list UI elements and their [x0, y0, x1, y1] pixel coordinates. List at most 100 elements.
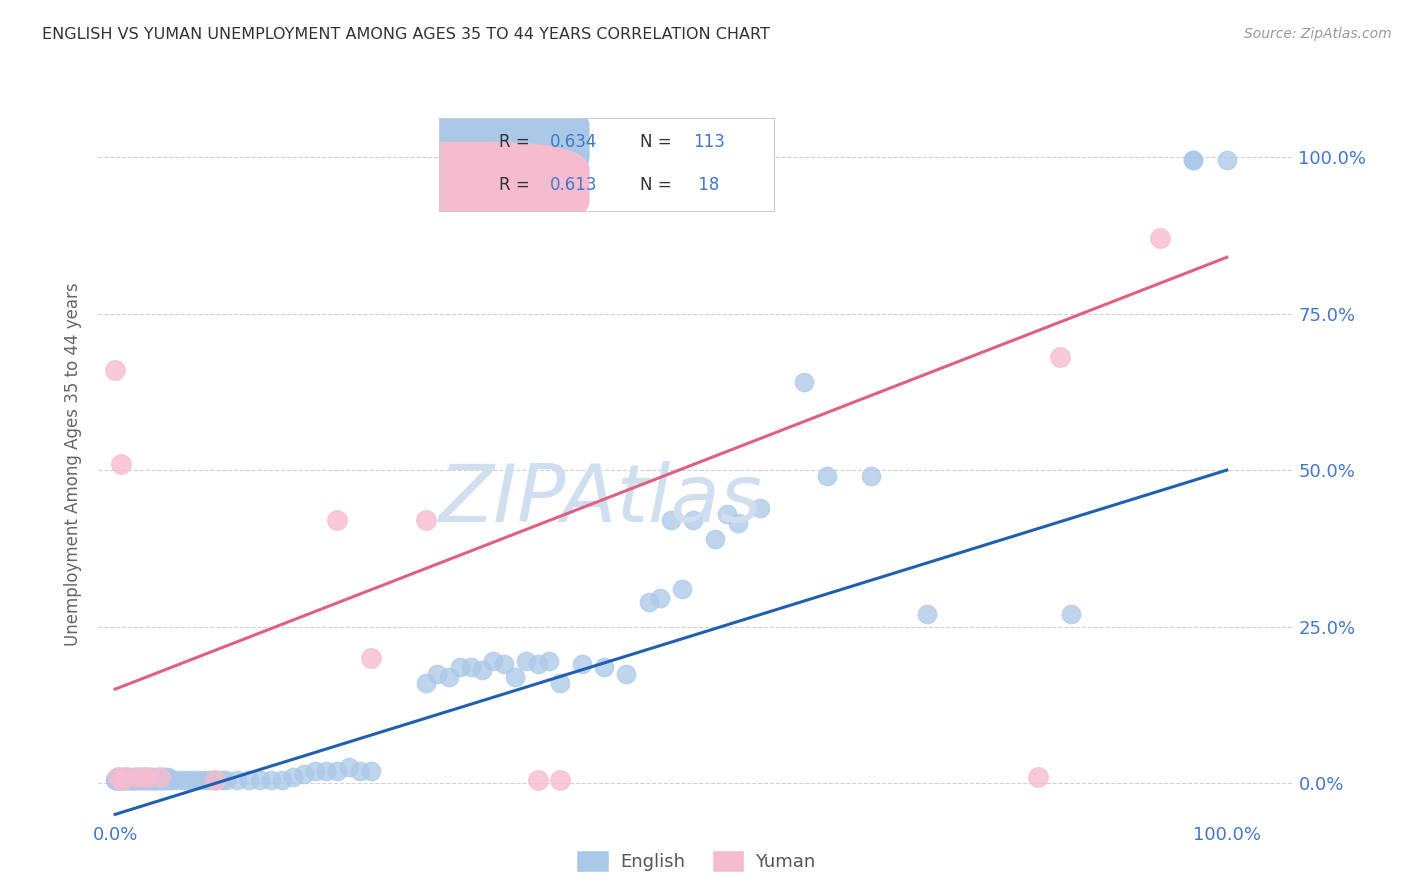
Point: [249, 772, 271, 787]
Point: [138, 772, 160, 787]
Point: [238, 772, 260, 787]
Point: [494, 657, 516, 672]
Point: [281, 770, 304, 784]
Point: [107, 770, 129, 784]
Point: [138, 770, 160, 784]
Point: [915, 607, 938, 621]
Point: [349, 764, 371, 778]
Point: [482, 654, 505, 668]
Point: [292, 766, 315, 780]
Point: [146, 770, 169, 784]
Point: [117, 772, 139, 787]
Text: ENGLISH VS YUMAN UNEMPLOYMENT AMONG AGES 35 TO 44 YEARS CORRELATION CHART: ENGLISH VS YUMAN UNEMPLOYMENT AMONG AGES…: [42, 27, 770, 42]
Point: [127, 772, 149, 787]
Point: [142, 770, 165, 784]
Point: [114, 770, 136, 784]
Point: [110, 772, 132, 787]
Point: [1149, 231, 1171, 245]
Point: [1026, 770, 1049, 784]
Point: [118, 772, 141, 787]
Point: [415, 676, 437, 690]
Text: ZIPAtlas: ZIPAtlas: [439, 460, 762, 539]
Point: [616, 666, 638, 681]
Point: [682, 513, 704, 527]
Point: [128, 771, 150, 785]
Point: [117, 770, 139, 784]
Point: [110, 770, 132, 784]
Point: [215, 772, 238, 787]
Point: [526, 657, 548, 672]
Point: [134, 772, 156, 787]
Point: [460, 660, 482, 674]
Point: [415, 513, 437, 527]
Point: [204, 772, 226, 787]
Point: [112, 772, 135, 787]
Point: [449, 660, 471, 674]
Point: [156, 772, 179, 787]
Point: [127, 772, 149, 787]
Point: [437, 670, 460, 684]
Point: [111, 771, 134, 785]
Point: [548, 772, 571, 787]
Point: [716, 507, 738, 521]
Point: [793, 376, 815, 390]
Point: [515, 654, 537, 668]
Point: [505, 670, 527, 684]
Point: [176, 772, 198, 787]
Point: [104, 363, 127, 377]
Point: [671, 582, 693, 596]
Point: [815, 469, 838, 483]
Point: [198, 772, 221, 787]
Point: [360, 764, 382, 778]
Point: [131, 770, 153, 784]
Point: [165, 772, 187, 787]
Point: [145, 772, 167, 787]
Point: [209, 772, 232, 787]
Point: [637, 594, 659, 608]
Point: [108, 771, 131, 785]
Point: [108, 772, 131, 787]
Point: [143, 772, 166, 787]
Point: [326, 764, 349, 778]
Point: [111, 770, 134, 784]
Point: [260, 772, 283, 787]
Point: [181, 772, 204, 787]
Point: [129, 772, 152, 787]
Point: [648, 591, 671, 606]
Point: [157, 770, 180, 784]
Point: [170, 772, 193, 787]
Point: [659, 513, 682, 527]
Point: [148, 772, 170, 787]
Point: [337, 760, 360, 774]
Point: [110, 772, 132, 787]
Point: [107, 772, 129, 787]
Point: [115, 770, 138, 784]
Point: [105, 771, 128, 785]
Point: [526, 772, 548, 787]
Point: [150, 771, 173, 785]
Point: [122, 772, 145, 787]
Point: [139, 771, 162, 785]
Point: [187, 772, 209, 787]
Point: [727, 516, 749, 531]
Point: [120, 772, 142, 787]
Point: [471, 664, 494, 678]
Point: [114, 772, 136, 787]
Point: [204, 772, 226, 787]
Point: [115, 771, 138, 785]
Point: [104, 772, 127, 787]
Point: [105, 772, 128, 787]
Point: [148, 772, 170, 787]
Point: [135, 770, 157, 784]
Point: [149, 772, 172, 787]
Point: [125, 772, 148, 787]
Point: [571, 657, 593, 672]
Point: [159, 772, 181, 787]
Point: [748, 500, 770, 515]
Point: [107, 770, 129, 784]
Point: [118, 771, 141, 785]
Point: [153, 770, 176, 784]
Point: [226, 772, 249, 787]
Point: [593, 660, 616, 674]
Point: [155, 771, 177, 785]
